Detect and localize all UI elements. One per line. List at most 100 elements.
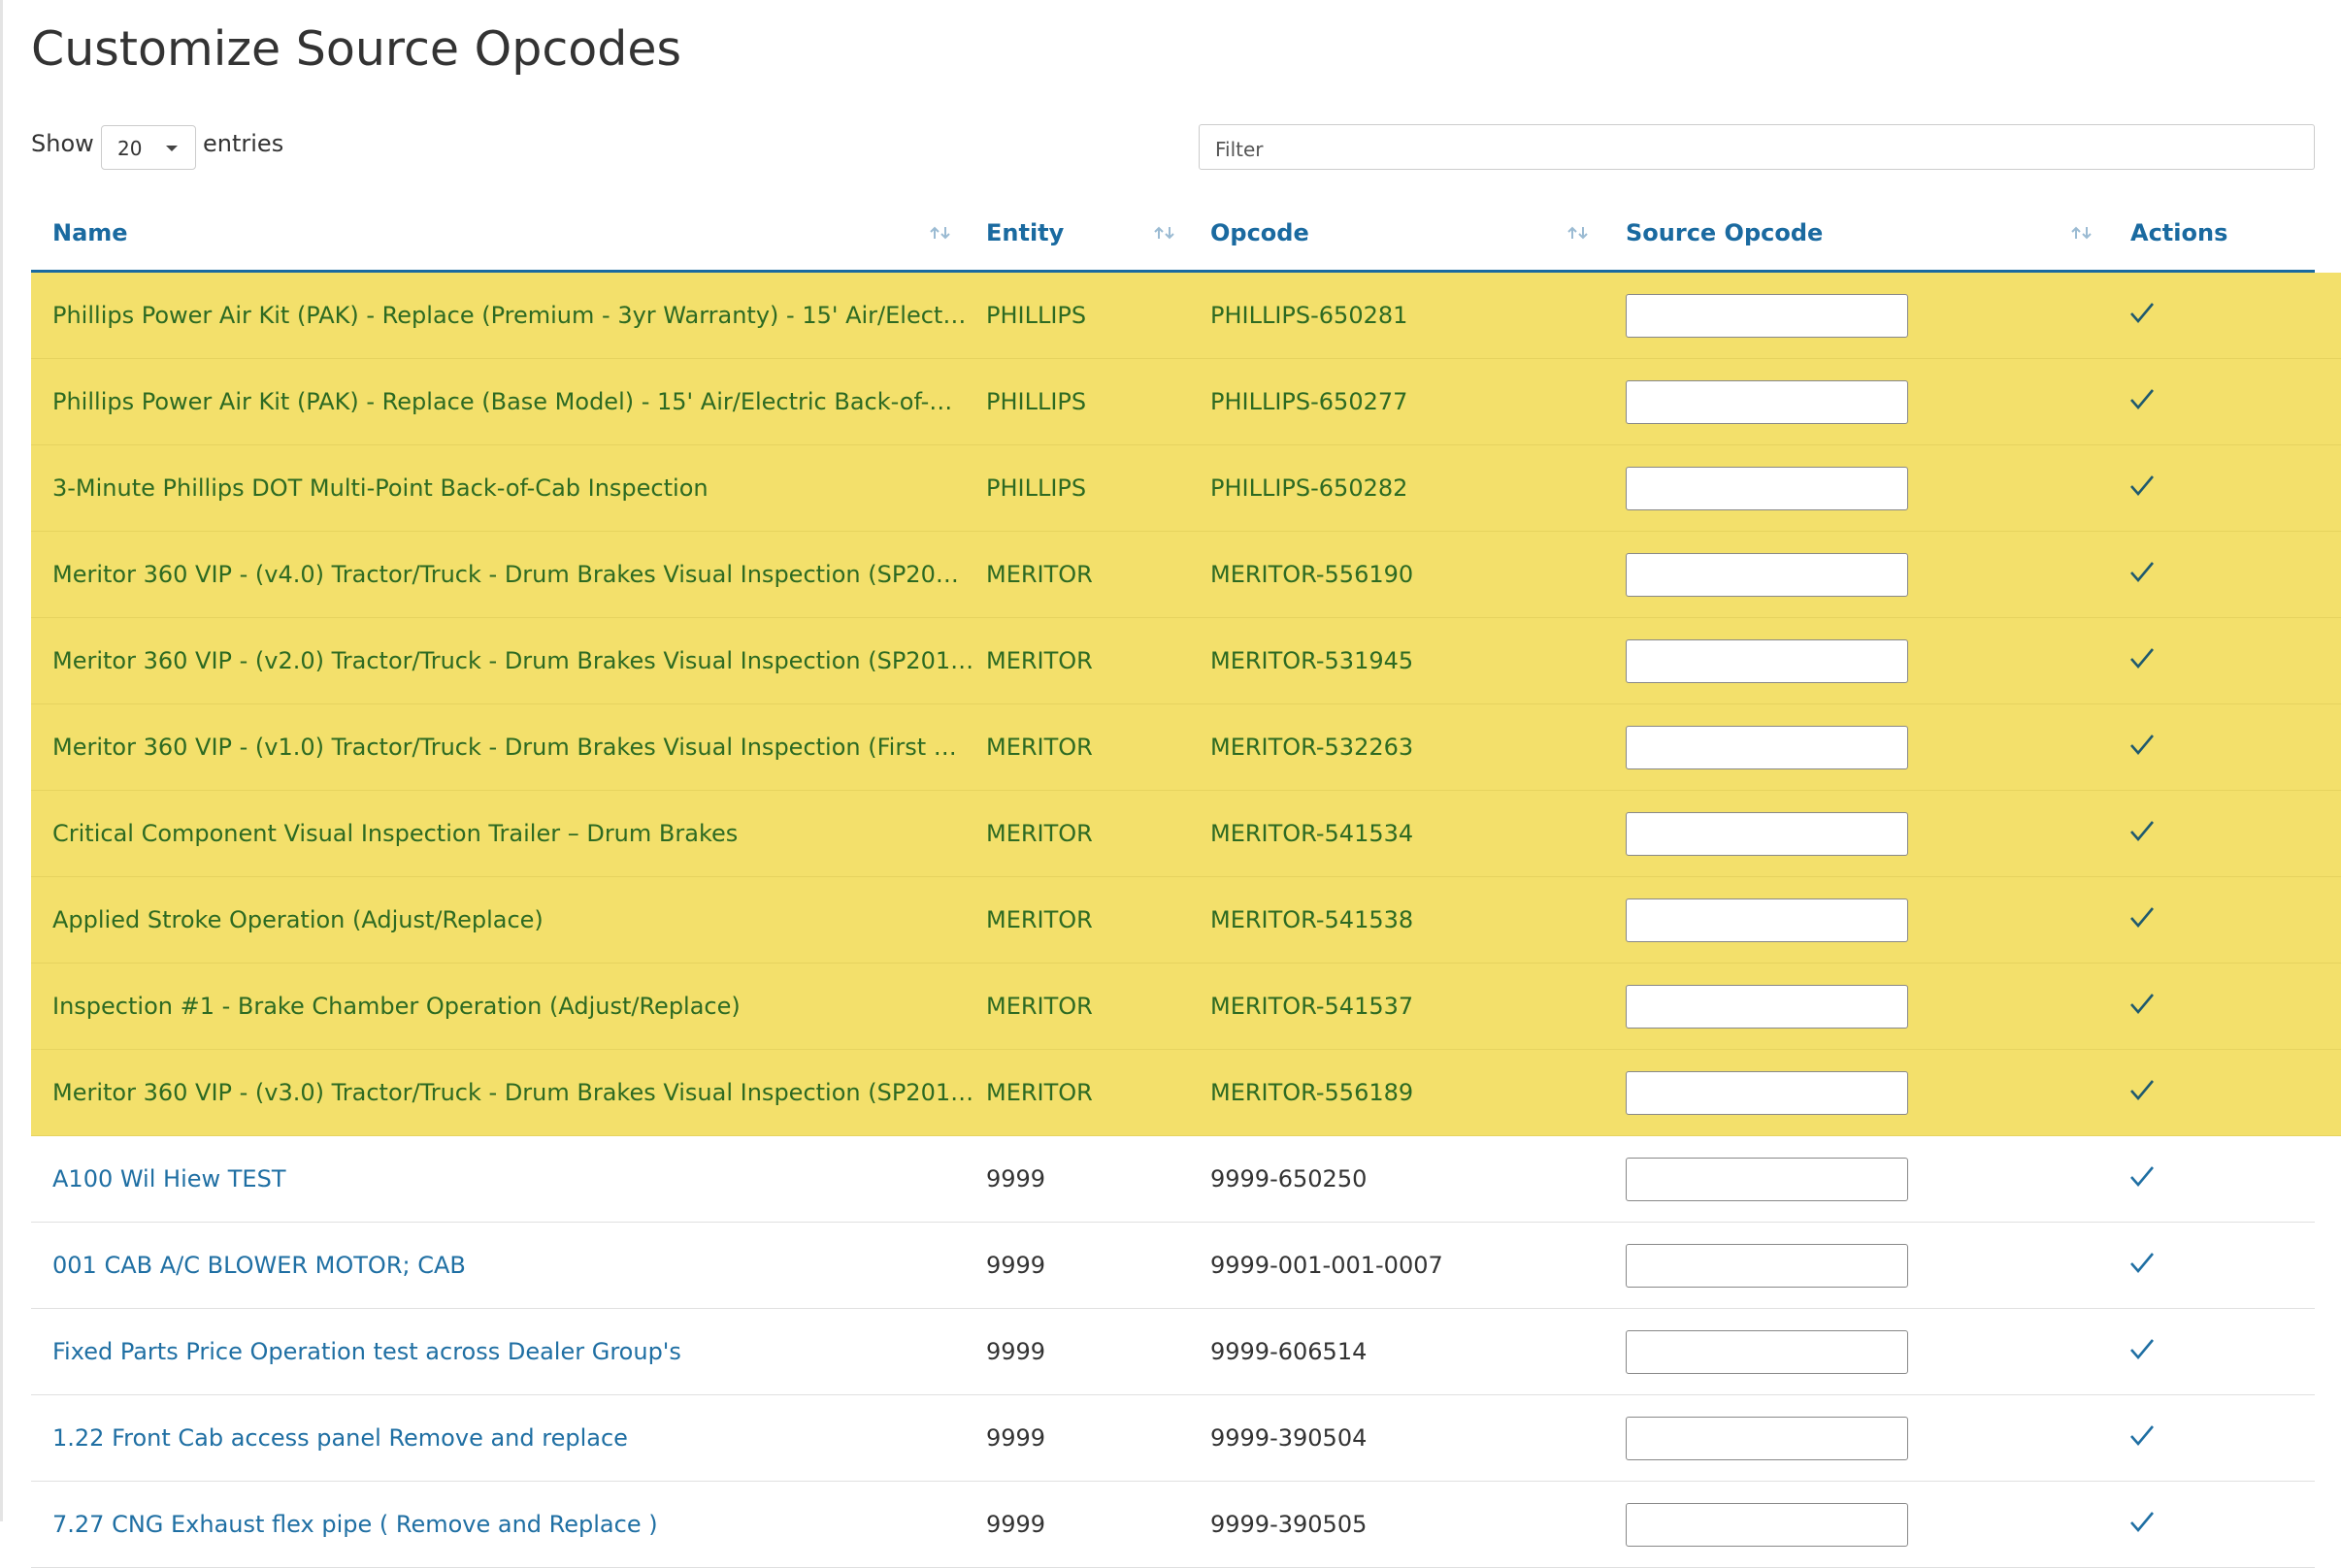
table-row: Phillips Power Air Kit (PAK) - Replace (…: [31, 273, 2341, 359]
name-link[interactable]: 3-Minute Phillips DOT Multi-Point Back-o…: [52, 474, 709, 502]
source-opcode-input[interactable]: [1626, 812, 1908, 856]
table-row: Inspection #1 - Brake Chamber Operation …: [31, 964, 2341, 1050]
table-row: 1.22 Front Cab access panel Remove and r…: [31, 1395, 2315, 1482]
table-row: 001 CAB A/C BLOWER MOTOR; CAB 9999 9999-00…: [31, 1223, 2315, 1309]
source-opcode-input[interactable]: [1626, 467, 1908, 510]
entity-cell: MERITOR: [986, 820, 1093, 847]
save-check[interactable]: [2129, 388, 2155, 415]
source-opcode-input[interactable]: [1626, 1158, 1908, 1201]
opcode-cell: MERITOR-541534: [1210, 820, 1414, 847]
name-link[interactable]: Applied Stroke Operation (Adjust/Replace…: [52, 906, 544, 933]
save-check[interactable]: [2129, 1338, 2155, 1365]
name-link[interactable]: Phillips Power Air Kit (PAK) - Replace (…: [52, 302, 967, 329]
name-link[interactable]: Meritor 360 VIP - (v4.0) Tractor/Truck -…: [52, 561, 959, 588]
sort-icon[interactable]: [1154, 225, 1175, 245]
entity-cell: PHILLIPS: [986, 302, 1087, 329]
source-opcode-input[interactable]: [1626, 294, 1908, 338]
save-check[interactable]: [2129, 647, 2155, 674]
source-opcode-input[interactable]: [1626, 985, 1908, 1029]
filter-input[interactable]: Filter: [1199, 124, 2315, 170]
opcode-cell: 9999-390504: [1210, 1424, 1368, 1452]
sort-icon[interactable]: [1567, 225, 1589, 245]
name-link[interactable]: 7.27 CNG Exhaust flex pipe ( Remove and …: [52, 1511, 658, 1538]
source-opcode-input[interactable]: [1626, 1330, 1908, 1374]
table-row: A100 Wil Hiew TEST 9999 9999-650250: [31, 1136, 2315, 1223]
source-opcode-input[interactable]: [1626, 1244, 1908, 1288]
opcode-cell: MERITOR-556190: [1210, 561, 1414, 588]
entity-cell: MERITOR: [986, 734, 1093, 761]
opcode-cell: 9999-606514: [1210, 1338, 1368, 1365]
table-row: Critical Component Visual Inspection Tra…: [31, 791, 2341, 877]
name-link[interactable]: 1.22 Front Cab access panel Remove and r…: [52, 1424, 628, 1452]
source-opcode-input[interactable]: [1626, 1417, 1908, 1460]
column-header[interactable]: Source Opcode: [1626, 219, 1824, 246]
save-check[interactable]: [2129, 993, 2155, 1020]
source-opcode-input[interactable]: [1626, 553, 1908, 597]
table-row: Meritor 360 VIP - (v1.0) Tractor/Truck -…: [31, 704, 2341, 791]
entity-cell: MERITOR: [986, 993, 1093, 1020]
opcode-cell: PHILLIPS-650281: [1210, 302, 1408, 329]
table-row: Meritor 360 VIP - (v4.0) Tractor/Truck -…: [31, 532, 2341, 618]
opcode-cell: MERITOR-531945: [1210, 647, 1414, 674]
table-row: Phillips Power Air Kit (PAK) - Replace (…: [31, 359, 2341, 445]
name-link[interactable]: Fixed Parts Price Operation test across …: [52, 1338, 681, 1365]
entity-cell: PHILLIPS: [986, 474, 1087, 502]
entity-cell: 9999: [986, 1338, 1046, 1365]
name-link[interactable]: Critical Component Visual Inspection Tra…: [52, 820, 739, 847]
entity-cell: 9999: [986, 1252, 1046, 1279]
opcode-cell: 9999-001-001-0007: [1210, 1252, 1443, 1279]
table-row: 7.27 CNG Exhaust flex pipe ( Remove and …: [31, 1482, 2315, 1568]
column-header[interactable]: Name: [52, 219, 128, 246]
column-header[interactable]: Opcode: [1210, 219, 1309, 246]
entity-cell: 9999: [986, 1165, 1046, 1192]
entity-cell: MERITOR: [986, 561, 1093, 588]
header-divider: [31, 270, 2315, 273]
show-label: Show: [31, 130, 94, 157]
opcode-cell: PHILLIPS-650282: [1210, 474, 1408, 502]
name-link[interactable]: Meritor 360 VIP - (v1.0) Tractor/Truck -…: [52, 734, 957, 761]
save-check[interactable]: [2129, 734, 2155, 761]
name-link[interactable]: 001 CAB A/C BLOWER MOTOR; CAB: [52, 1252, 466, 1279]
name-link[interactable]: Phillips Power Air Kit (PAK) - Replace (…: [52, 388, 953, 415]
save-check[interactable]: [2129, 1424, 2155, 1452]
sort-icon[interactable]: [2071, 225, 2093, 245]
save-check[interactable]: [2129, 1511, 2155, 1538]
entity-cell: MERITOR: [986, 1079, 1093, 1106]
table-row: Applied Stroke Operation (Adjust/Replace…: [31, 877, 2341, 964]
save-check[interactable]: [2129, 820, 2155, 847]
page-title: Customize Source Opcodes: [31, 21, 682, 77]
source-opcode-input[interactable]: [1626, 1503, 1908, 1547]
save-check[interactable]: [2129, 906, 2155, 933]
column-header: Actions: [2130, 219, 2228, 246]
source-opcode-input[interactable]: [1626, 639, 1908, 683]
save-check[interactable]: [2129, 1079, 2155, 1106]
save-check[interactable]: [2129, 302, 2155, 329]
name-link[interactable]: Meritor 360 VIP - (v2.0) Tractor/Truck -…: [52, 647, 974, 674]
save-check[interactable]: [2129, 1252, 2155, 1279]
opcode-cell: 9999-650250: [1210, 1165, 1368, 1192]
entity-cell: 9999: [986, 1424, 1046, 1452]
entity-cell: MERITOR: [986, 906, 1093, 933]
opcode-cell: 9999-390505: [1210, 1511, 1368, 1538]
source-opcode-input[interactable]: [1626, 380, 1908, 424]
opcode-cell: MERITOR-541538: [1210, 906, 1414, 933]
save-check[interactable]: [2129, 1165, 2155, 1192]
sort-icon[interactable]: [930, 225, 951, 245]
source-opcode-input[interactable]: [1626, 898, 1908, 942]
column-header[interactable]: Entity: [986, 219, 1065, 246]
source-opcode-input[interactable]: [1626, 726, 1908, 769]
name-link[interactable]: Meritor 360 VIP - (v3.0) Tractor/Truck -…: [52, 1079, 974, 1106]
source-opcode-input[interactable]: [1626, 1071, 1908, 1115]
entity-cell: 9999: [986, 1511, 1046, 1538]
table-row: Fixed Parts Price Operation test across …: [31, 1309, 2315, 1395]
name-link[interactable]: Inspection #1 - Brake Chamber Operation …: [52, 993, 741, 1020]
entity-cell: MERITOR: [986, 647, 1093, 674]
page-size-select[interactable]: 20: [101, 125, 196, 170]
table-row: 3-Minute Phillips DOT Multi-Point Back-o…: [31, 445, 2341, 532]
opcode-cell: MERITOR-541537: [1210, 993, 1414, 1020]
opcode-cell: MERITOR-556189: [1210, 1079, 1414, 1106]
save-check[interactable]: [2129, 561, 2155, 588]
save-check[interactable]: [2129, 474, 2155, 502]
name-link[interactable]: A100 Wil Hiew TEST: [52, 1165, 286, 1192]
